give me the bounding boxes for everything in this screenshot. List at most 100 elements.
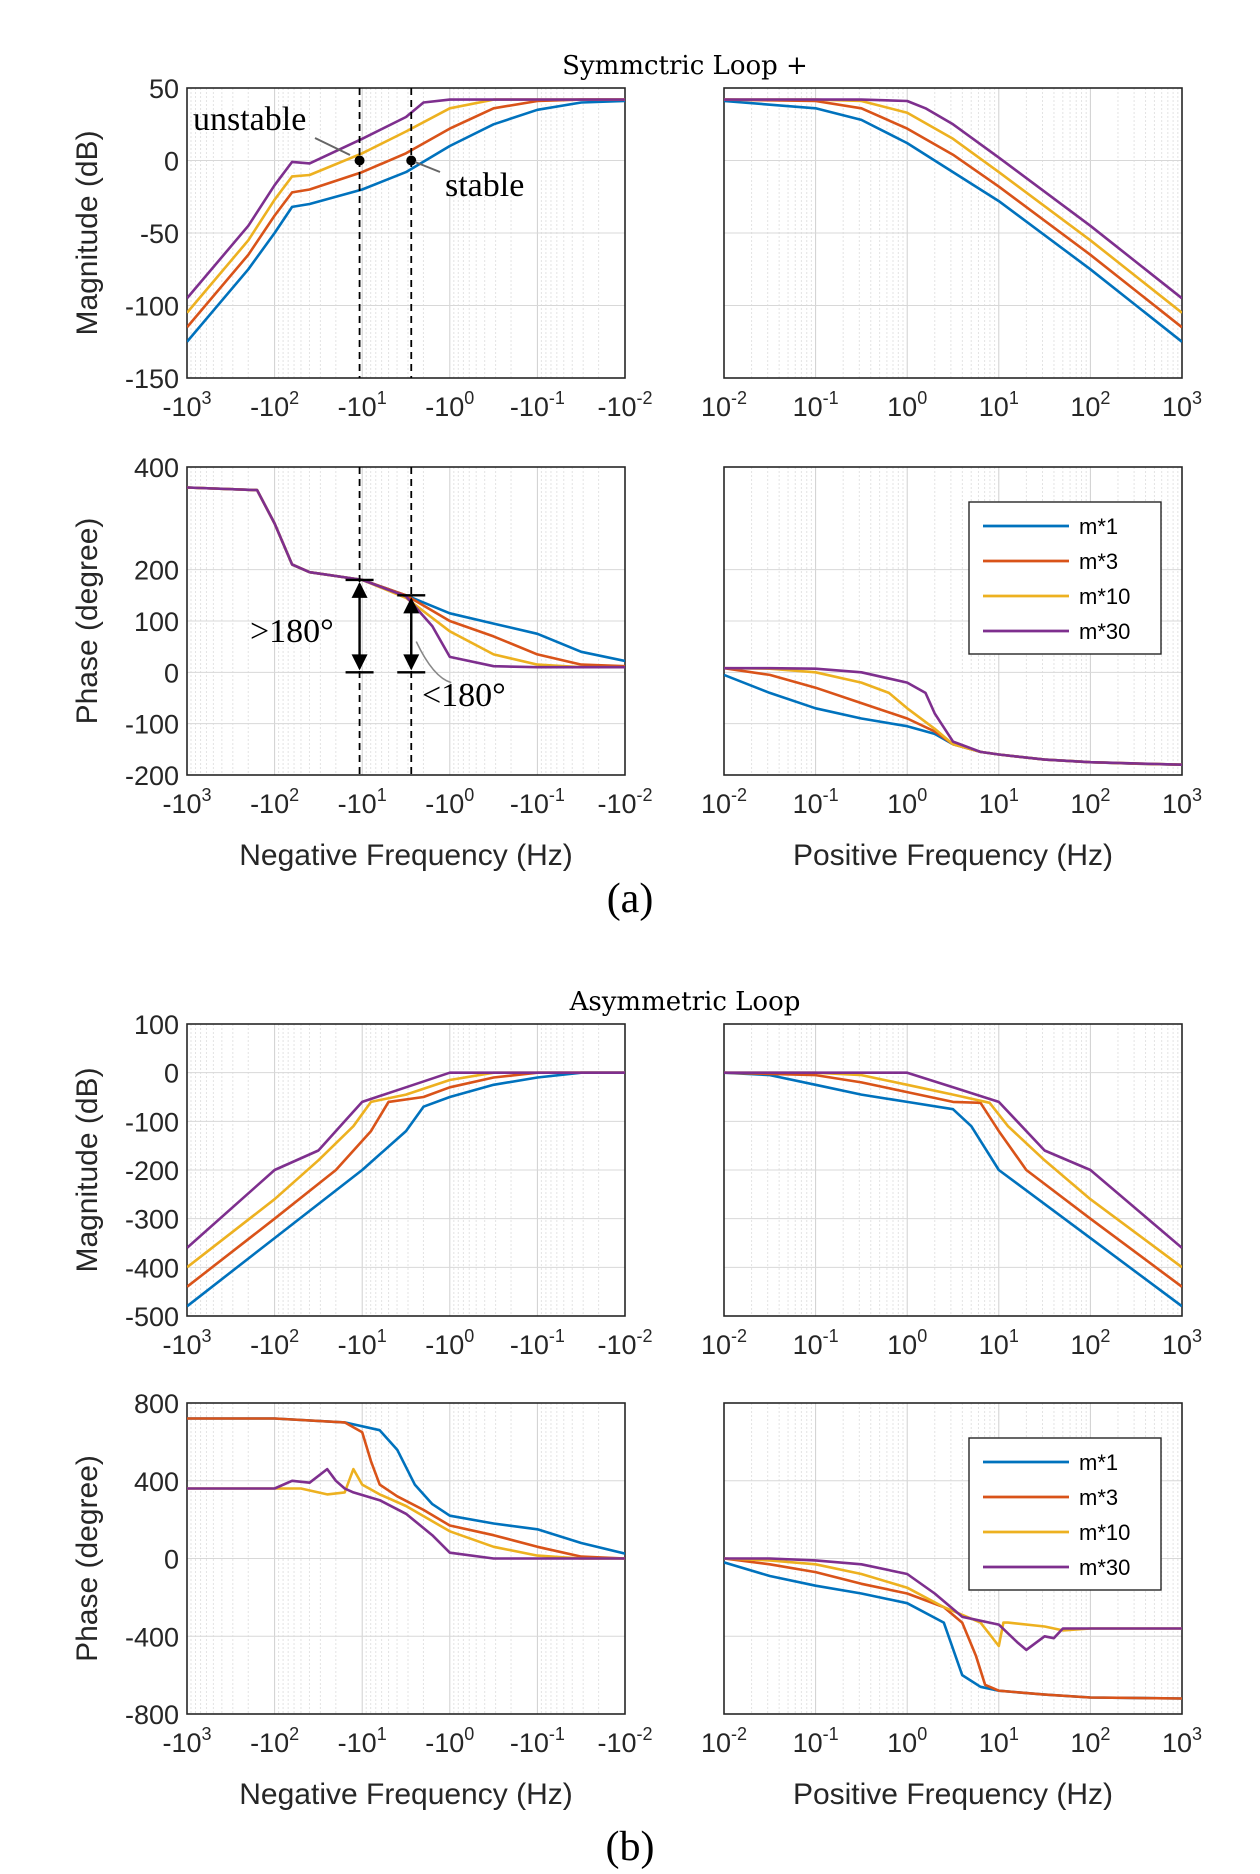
x-axis-label: Negative Frequency (Hz) xyxy=(239,1778,572,1811)
series-line-m-30 xyxy=(724,98,1182,300)
series-line-m-3 xyxy=(187,1417,625,1560)
x-tick-label: 10-2 xyxy=(701,388,747,422)
series-line-m-30 xyxy=(187,486,625,669)
plot-area: -103 -102 -101 -100 -10-1 -10-2 50 0 -50 -100 -150… xyxy=(71,51,1202,1811)
panel-a-label: (a) xyxy=(607,876,654,922)
y-tick-label: -100 xyxy=(125,292,179,322)
series-line-m-1 xyxy=(724,1071,1182,1308)
y-axis-label: Phase (degree) xyxy=(71,518,104,725)
y-tick-label: -300 xyxy=(125,1205,179,1235)
x-tick-label: -101 xyxy=(338,785,387,819)
x-tick-label: 100 xyxy=(887,1724,927,1758)
y-tick-label: 200 xyxy=(134,556,179,586)
legend-label: m*1 xyxy=(1079,514,1118,539)
x-tick-label: 10-2 xyxy=(701,1326,747,1360)
x-tick-label: -10-2 xyxy=(597,388,652,422)
series-line-m-3 xyxy=(724,98,1182,329)
axes-frame xyxy=(186,87,626,379)
x-axis-label: Positive Frequency (Hz) xyxy=(793,839,1113,872)
x-tick-label: 101 xyxy=(979,1326,1019,1360)
x-tick-label: -102 xyxy=(250,388,299,422)
legend-label: m*30 xyxy=(1079,619,1130,644)
x-tick-label: 100 xyxy=(887,1326,927,1360)
chart-a-phase-neg: -103 -102 -101 -100 -10-1 -10-2 400 200 100 0 -100… xyxy=(71,453,653,872)
x-tick-label: 10-2 xyxy=(701,1724,747,1758)
series-line-m-1 xyxy=(187,99,625,343)
series-line-m-1 xyxy=(724,99,1182,343)
series-line-m-30 xyxy=(187,1467,625,1560)
x-tick-label: -102 xyxy=(250,1724,299,1758)
x-tick-label: -103 xyxy=(162,785,211,819)
chart-title: Symmctric Loop + xyxy=(562,51,808,81)
x-tick-label: -10-2 xyxy=(597,785,652,819)
margin-arrow-head xyxy=(351,654,368,671)
y-tick-label: -400 xyxy=(125,1253,179,1283)
x-tick-label: -102 xyxy=(250,1326,299,1360)
y-tick-label: 100 xyxy=(134,1010,179,1040)
x-tick-label: -10-2 xyxy=(597,1724,652,1758)
x-tick-label: -101 xyxy=(338,1326,387,1360)
y-tick-label: 0 xyxy=(164,1059,179,1089)
x-tick-label: 102 xyxy=(1070,1326,1110,1360)
chart-a-mag-pos: 10-2 10-1 100 101 102 103 xyxy=(701,87,1202,422)
series-line-m-30 xyxy=(724,1557,1182,1652)
chart-b-phase-neg: -103 -102 -101 -100 -10-1 -10-2 800 400 0 -400 -80… xyxy=(71,1389,653,1811)
margin-lt-leader xyxy=(415,641,452,684)
series-line-m-1 xyxy=(187,1071,625,1308)
y-tick-label: 100 xyxy=(134,607,179,637)
x-tick-label: -10-1 xyxy=(510,1724,565,1758)
margin-arrow-head xyxy=(403,597,420,614)
x-tick-label: -10-1 xyxy=(510,388,565,422)
chart-b-mag-pos: 10-2 10-1 100 101 102 103 xyxy=(701,1023,1202,1360)
axes-frame xyxy=(723,466,1183,776)
y-tick-label: -100 xyxy=(125,710,179,740)
x-tick-label: 101 xyxy=(979,388,1019,422)
y-tick-label: 800 xyxy=(134,1389,179,1419)
panel-b-label: (b) xyxy=(606,1824,655,1870)
crossover-point xyxy=(406,155,417,166)
chart-b-phase-pos: 10-2 10-1 100 101 102 103 Positive Frequency (… xyxy=(701,1402,1202,1811)
x-tick-label: 101 xyxy=(979,1724,1019,1758)
axes-frame xyxy=(723,87,1183,379)
y-tick-label: -400 xyxy=(125,1622,179,1652)
y-tick-label: 50 xyxy=(149,74,179,104)
y-tick-label: -800 xyxy=(125,1700,179,1730)
unstable-arrow xyxy=(314,137,351,156)
x-tick-label: -100 xyxy=(425,1724,474,1758)
x-tick-label: 100 xyxy=(887,785,927,819)
x-tick-label: 10-1 xyxy=(793,1326,839,1360)
y-tick-label: -50 xyxy=(140,219,179,249)
y-axis-label: Phase (degree) xyxy=(71,1455,104,1662)
x-tick-label: 10-1 xyxy=(793,388,839,422)
x-tick-label: 102 xyxy=(1070,1724,1110,1758)
x-tick-label: -103 xyxy=(162,388,211,422)
x-tick-label: 103 xyxy=(1162,785,1202,819)
x-tick-label: 10-1 xyxy=(793,785,839,819)
series-line-m-10 xyxy=(724,1557,1182,1648)
axes-frame xyxy=(186,466,626,776)
series-line-m-30 xyxy=(187,1071,625,1249)
y-tick-label: -200 xyxy=(125,1156,179,1186)
unstable-annotation: unstable xyxy=(193,101,306,138)
x-tick-label: 103 xyxy=(1162,388,1202,422)
x-tick-label: -101 xyxy=(338,388,387,422)
series-line-m-30 xyxy=(724,1071,1182,1249)
series-line-m-3 xyxy=(724,1557,1182,1700)
x-tick-label: 10-1 xyxy=(793,1724,839,1758)
legend-label: m*10 xyxy=(1079,584,1130,609)
margin-gt-annotation: >180° xyxy=(250,613,334,650)
series-line-m-3 xyxy=(724,1071,1182,1288)
x-tick-label: -100 xyxy=(425,1326,474,1360)
margin-arrow-head xyxy=(351,581,368,598)
y-tick-label: 400 xyxy=(134,1467,179,1497)
series-line-m-30 xyxy=(724,666,1182,766)
margin-arrow-head xyxy=(403,654,420,671)
series-line-m-10 xyxy=(187,1467,625,1560)
x-axis-label: Negative Frequency (Hz) xyxy=(239,839,572,872)
x-tick-label: 100 xyxy=(887,388,927,422)
x-tick-label: -10-1 xyxy=(510,785,565,819)
x-tick-label: 102 xyxy=(1070,785,1110,819)
y-tick-label: 0 xyxy=(164,147,179,177)
legend-label: m*10 xyxy=(1079,1520,1130,1545)
